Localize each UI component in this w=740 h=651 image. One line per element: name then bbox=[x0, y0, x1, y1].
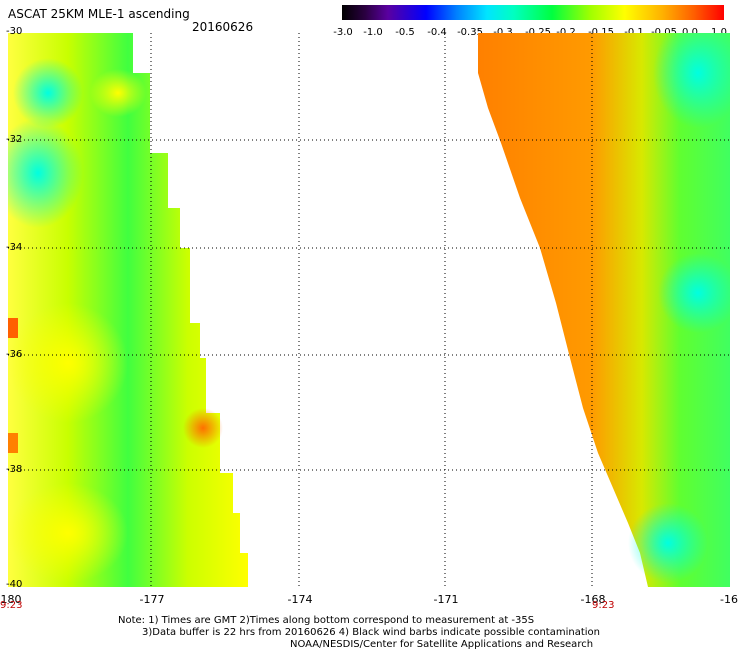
lat-label: -40 bbox=[6, 579, 23, 590]
colorbar-tick: -0.2 bbox=[556, 27, 576, 38]
lat-label: -36 bbox=[6, 349, 23, 360]
time-label: 9:23 bbox=[0, 600, 23, 611]
colorbar-tick: -0.25 bbox=[525, 27, 551, 38]
colorbar-tick: -0.4 bbox=[427, 27, 447, 38]
lat-label: -38 bbox=[6, 464, 23, 475]
time-label: 9:23 bbox=[592, 600, 615, 611]
date-label: 20160626 bbox=[192, 20, 254, 34]
note-line-1: Note: 1) Times are GMT 2)Times along bot… bbox=[118, 615, 535, 626]
map-plot bbox=[8, 33, 730, 587]
colorbar-tick: -0.15 bbox=[588, 27, 614, 38]
note-line-3: NOAA/NESDIS/Center for Satellite Applica… bbox=[290, 639, 594, 650]
right-swath bbox=[478, 33, 730, 587]
lat-label: -30 bbox=[6, 26, 23, 37]
grid bbox=[8, 33, 730, 587]
lon-label: -177 bbox=[139, 593, 165, 606]
colorbar-tick: -0.35 bbox=[457, 27, 483, 38]
lat-label: -34 bbox=[6, 242, 23, 253]
colorbar-tick: -0.5 bbox=[395, 27, 415, 38]
lon-label: -16 bbox=[720, 593, 738, 606]
note-line-2: 3)Data buffer is 22 hrs from 20160626 4)… bbox=[142, 627, 600, 638]
footnotes: Note: 1) Times are GMT 2)Times along bot… bbox=[118, 615, 600, 651]
lon-label: -174 bbox=[287, 593, 313, 606]
colorbar-tick: -0.1 bbox=[624, 27, 644, 38]
colorbar-tick: -0.3 bbox=[493, 27, 513, 38]
lon-label: -180 bbox=[0, 593, 22, 606]
lat-label: -32 bbox=[6, 134, 23, 145]
colorbar-tick: -3.0 bbox=[333, 27, 353, 38]
colorbar-tick: -0.05 bbox=[651, 27, 677, 38]
colorbar bbox=[342, 5, 724, 20]
lon-label: -168 bbox=[580, 593, 606, 606]
colorbar-tick: -1.0 bbox=[363, 27, 383, 38]
lon-label: -171 bbox=[433, 593, 459, 606]
chart-title: ASCAT 25KM MLE-1 ascending bbox=[8, 7, 190, 21]
